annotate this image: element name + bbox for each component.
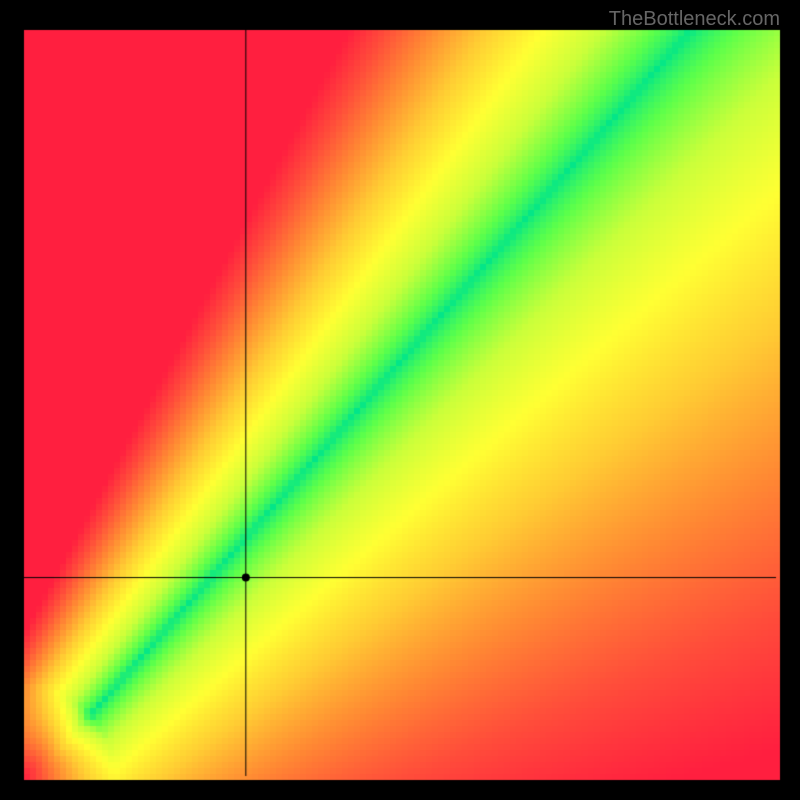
chart-container: TheBottleneck.com [0,0,800,800]
watermark-text: TheBottleneck.com [609,8,780,31]
bottleneck-heatmap [0,0,800,800]
